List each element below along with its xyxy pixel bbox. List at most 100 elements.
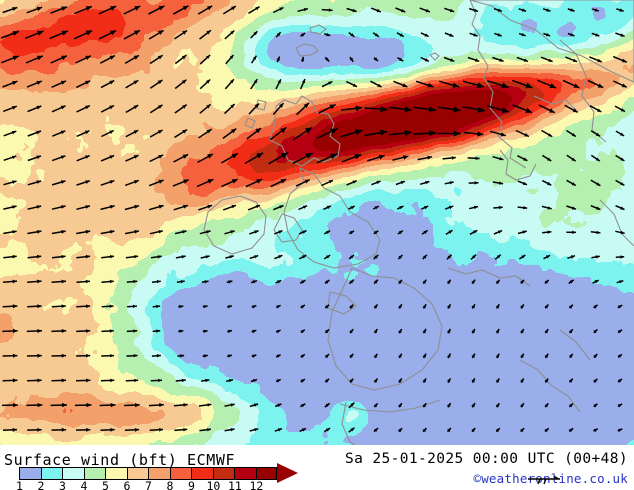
wind-arrow (487, 80, 509, 89)
wind-arrow (124, 204, 140, 211)
wind-arrow (149, 129, 163, 138)
wind-arrow (467, 56, 480, 63)
wind-arrow (492, 56, 504, 63)
wind-arrow (568, 279, 575, 285)
wind-arrow (300, 304, 306, 309)
wind-arrow (323, 230, 331, 235)
wind-arrow (3, 155, 17, 162)
wind-arrow (27, 427, 42, 432)
wind-arrow (568, 304, 574, 309)
wind-arrow (3, 130, 17, 137)
wind-arrow (76, 205, 91, 211)
wind-arrow (340, 129, 363, 138)
wind-arrow (197, 5, 213, 15)
wind-arrow (298, 205, 308, 211)
wind-arrow (489, 130, 507, 137)
colorbar-tick-4: 4 (80, 479, 88, 490)
wind-arrow (27, 205, 42, 210)
wind-arrow (324, 353, 330, 359)
wind-arrow (27, 155, 42, 162)
wind-arrow (590, 230, 601, 235)
wind-arrow (199, 230, 211, 235)
wind-arrow (316, 127, 338, 140)
wind-arrow (199, 103, 212, 114)
wind-arrow (73, 29, 93, 40)
wind-arrow (415, 80, 434, 88)
wind-arrow (348, 205, 356, 210)
coastline (559, 39, 607, 143)
wind-arrow (275, 403, 282, 408)
colorbar-tick-6: 6 (123, 479, 131, 490)
wind-arrow (445, 229, 453, 236)
wind-arrow (268, 151, 289, 165)
wind-arrow (100, 205, 115, 211)
colorbar-segment-11 (234, 467, 256, 480)
weather-map[interactable] (0, 0, 634, 445)
wind-arrow (76, 154, 90, 162)
wind-arrow (398, 328, 403, 334)
wind-arrow (469, 229, 478, 235)
wind-arrow (172, 179, 189, 187)
coastline (519, 359, 581, 413)
coastline (244, 117, 256, 129)
wind-arrow (123, 5, 141, 15)
wind-arrow (413, 130, 437, 137)
wind-arrow (413, 106, 437, 113)
wind-arrow (520, 279, 525, 285)
wind-arrow (227, 329, 233, 334)
wind-arrow (226, 280, 233, 284)
wind-arrow (220, 152, 239, 164)
wind-arrow (123, 29, 141, 40)
wind-arrow (447, 279, 452, 285)
wind-arrow (202, 329, 208, 333)
wind-arrow (373, 328, 379, 334)
wind-arrow (2, 328, 18, 334)
wind-arrow (27, 304, 42, 309)
wind-arrow (348, 279, 355, 285)
wind-arrow (125, 104, 139, 114)
wind-arrow (175, 255, 186, 259)
wind-arrow (364, 129, 388, 137)
wind-arrow (541, 154, 552, 162)
wind-arrow (150, 255, 162, 259)
wind-arrow (198, 204, 213, 211)
wind-arrow (224, 428, 235, 432)
wind-arrow (567, 254, 576, 260)
wind-arrow (276, 56, 281, 63)
wind-arrow (251, 304, 257, 309)
wind-arrow (592, 279, 600, 284)
wind-arrow (76, 254, 91, 259)
wind-arrow (224, 30, 235, 40)
wind-arrow (591, 32, 600, 37)
wind-arrow (51, 80, 67, 88)
wind-arrow (296, 102, 310, 116)
wind-arrow (124, 427, 140, 432)
wind-arrow (568, 427, 574, 433)
wind-arrow (101, 304, 114, 308)
wind-arrow (566, 230, 577, 234)
wind-arrow (324, 56, 330, 63)
wind-arrow (593, 428, 599, 433)
wind-arrow (202, 354, 208, 358)
wind-arrow (373, 230, 379, 235)
wind-arrow (444, 7, 455, 13)
coastline (341, 401, 356, 445)
coastline (533, 95, 577, 111)
wind-arrow (174, 230, 187, 235)
wind-arrow (148, 403, 164, 407)
wind-arrow (2, 427, 18, 432)
wind-arrow (421, 205, 429, 210)
wind-arrow (517, 155, 528, 162)
wind-arrow (299, 279, 306, 284)
wind-arrow (297, 7, 309, 13)
wind-arrow (370, 7, 382, 13)
wind-arrow (250, 55, 258, 64)
wind-arrow (462, 105, 486, 113)
wind-arrow (367, 154, 385, 162)
wind-arrow (101, 354, 115, 358)
wind-arrow (566, 154, 577, 162)
wind-arrow (422, 254, 428, 260)
wind-arrow (2, 378, 18, 383)
wind-arrow (422, 328, 427, 334)
